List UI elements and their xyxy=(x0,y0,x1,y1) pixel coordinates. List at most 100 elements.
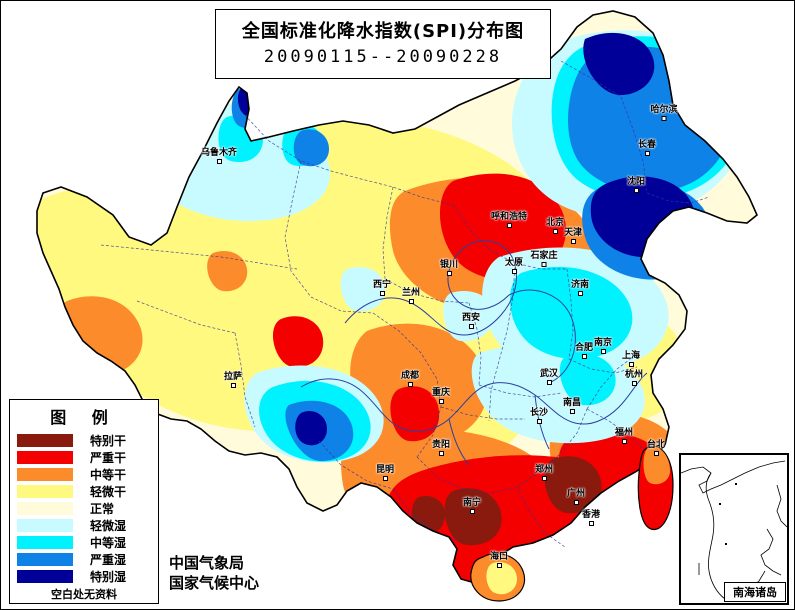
inset-coastline xyxy=(681,460,787,600)
city-name: 成都 xyxy=(400,371,420,381)
credit-line-2: 国家气候中心 xyxy=(169,574,260,593)
city-name: 银川 xyxy=(439,260,459,270)
city-name: 南京 xyxy=(593,338,613,348)
legend-item: 特别干 xyxy=(10,432,158,449)
city-marker-dot xyxy=(230,383,236,388)
city-marker-dot xyxy=(541,476,547,481)
city-label: 合肥 xyxy=(575,340,593,359)
credit-line-1: 中国气象局 xyxy=(169,554,245,572)
legend-item: 特别湿 xyxy=(10,568,158,585)
city-name: 哈尔滨 xyxy=(650,105,678,115)
city-marker-dot xyxy=(573,500,579,505)
city-label: 长春 xyxy=(638,137,656,156)
legend-swatch xyxy=(16,484,74,499)
city-marker-dot xyxy=(546,380,552,385)
city-label: 太原 xyxy=(505,255,523,274)
city-marker-dot xyxy=(216,159,222,164)
city-name: 杭州 xyxy=(624,370,644,380)
city-label: 乌鲁木齐 xyxy=(201,145,237,164)
city-marker-dot xyxy=(570,239,576,244)
city-name: 乌鲁木齐 xyxy=(200,148,238,158)
city-label: 沈阳 xyxy=(627,174,645,193)
city-label: 广州 xyxy=(567,486,585,505)
city-label: 银川 xyxy=(440,257,458,276)
city-marker-dot xyxy=(379,291,385,296)
city-name: 呼和浩特 xyxy=(490,212,528,222)
city-label: 南昌 xyxy=(563,395,581,414)
spi-class-extreme-dry xyxy=(411,456,602,546)
page-title: 全国标准化降水指数(SPI)分布图 xyxy=(241,20,525,42)
city-label: 上海 xyxy=(622,348,640,367)
city-name: 南昌 xyxy=(562,398,582,408)
legend-item: 轻微湿 xyxy=(10,517,158,534)
city-name: 西安 xyxy=(461,313,481,323)
city-name: 济南 xyxy=(570,280,590,290)
city-label: 天津 xyxy=(564,225,582,244)
legend-item: 严重湿 xyxy=(10,551,158,568)
legend-note: 空白处无资料 xyxy=(51,588,117,601)
rivers xyxy=(300,240,648,466)
city-label: 石家庄 xyxy=(530,248,558,267)
legend-heading: 图 例 xyxy=(50,408,118,427)
city-marker-dot xyxy=(541,262,547,267)
city-label: 杭州 xyxy=(625,367,643,386)
city-label: 哈尔滨 xyxy=(650,102,678,121)
city-name: 郑州 xyxy=(534,465,554,475)
city-marker-dot xyxy=(653,451,659,456)
city-label: 北京 xyxy=(546,215,564,234)
city-label: 南宁 xyxy=(463,495,481,514)
legend-swatch xyxy=(16,535,74,550)
city-label: 西安 xyxy=(462,310,480,329)
city-name: 长春 xyxy=(637,140,657,150)
legend-swatch xyxy=(16,518,74,533)
city-marker-dot xyxy=(446,271,452,276)
city-marker-dot xyxy=(496,563,502,568)
legend-swatch xyxy=(16,433,74,448)
city-label: 兰州 xyxy=(402,285,420,304)
city-marker-dot xyxy=(511,269,517,274)
city-label: 福州 xyxy=(615,425,633,444)
city-name: 南宁 xyxy=(462,498,482,508)
city-marker-dot xyxy=(633,188,639,193)
legend-label: 严重干 xyxy=(90,451,127,465)
city-marker-dot xyxy=(661,116,667,121)
city-marker-dot xyxy=(469,509,475,514)
city-marker-dot xyxy=(536,419,542,424)
city-name: 武汉 xyxy=(539,369,559,379)
city-label: 海口 xyxy=(490,549,508,568)
city-name: 海口 xyxy=(489,552,509,562)
city-label: 香港 xyxy=(582,507,600,526)
date-range-label: 20090115--20090228 xyxy=(263,47,503,68)
city-name: 昆明 xyxy=(375,465,395,475)
city-name: 拉萨 xyxy=(223,372,243,382)
city-name: 太原 xyxy=(504,258,524,268)
city-marker-dot xyxy=(407,382,413,387)
legend-swatch xyxy=(16,450,74,465)
south-china-sea-inset: 南海诸岛 xyxy=(679,453,789,605)
china-national-boundary xyxy=(36,10,758,584)
legend-label: 轻微干 xyxy=(90,485,127,499)
agency-credit: 中国气象局 国家气候中心 xyxy=(169,553,259,594)
legend-label: 正常 xyxy=(90,502,115,516)
province-boundaries xyxy=(100,60,710,548)
city-marker-dot xyxy=(408,299,414,304)
city-marker-dot xyxy=(621,439,627,444)
legend-item: 轻微干 xyxy=(10,483,158,500)
legend-item: 中等湿 xyxy=(10,534,158,551)
legend-label: 特别湿 xyxy=(90,570,127,584)
city-label: 昆明 xyxy=(376,462,394,481)
city-label: 长沙 xyxy=(530,405,548,424)
city-label: 武汉 xyxy=(540,366,558,385)
city-label: 拉萨 xyxy=(224,369,242,388)
hainan-island xyxy=(470,552,526,602)
city-name: 重庆 xyxy=(431,388,451,398)
city-name: 香港 xyxy=(581,510,601,520)
city-name: 天津 xyxy=(563,228,583,238)
legend-swatch xyxy=(16,569,74,584)
city-label: 郑州 xyxy=(535,462,553,481)
city-marker-dot xyxy=(552,229,558,234)
city-marker-dot xyxy=(581,354,587,359)
city-name: 长沙 xyxy=(529,408,549,418)
legend-items: 特别干 严重干 中等干 轻微干 正常 轻微湿 中等湿 严重湿 特别湿 xyxy=(10,432,158,585)
